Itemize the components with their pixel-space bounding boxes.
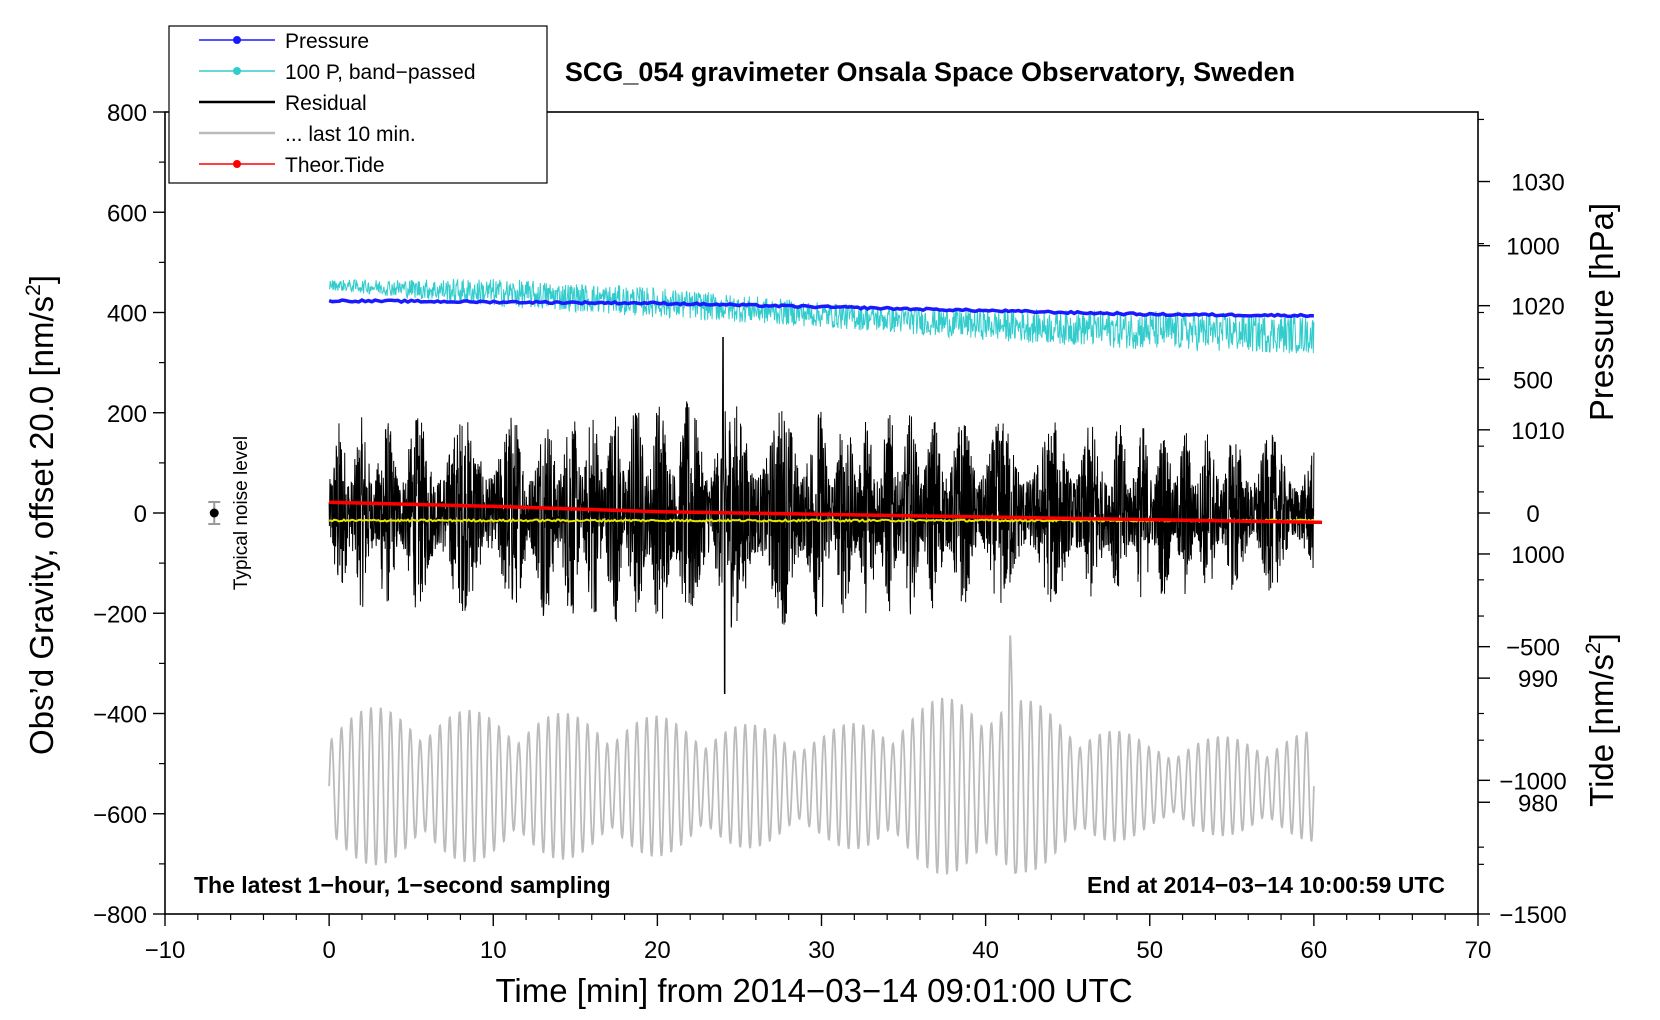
annotation-latest-hour: The latest 1−hour, 1−second sampling xyxy=(194,872,611,898)
pressure-tick-label-990: 990 xyxy=(1518,666,1558,693)
y-tick-label-0: 0 xyxy=(134,501,147,528)
y-tick-label--400: −400 xyxy=(93,702,147,729)
y-axis-title-pressure: Pressure [hPa] xyxy=(1583,203,1620,421)
y-axis-title-tide-bracket: ] xyxy=(1583,633,1620,642)
noise-marker-point xyxy=(209,508,219,518)
y-axis-title-left: Obs’d Gravity, offset 20.0 [nm/s2] xyxy=(22,275,60,755)
tide-tick-label-0: 0 xyxy=(1526,501,1539,528)
legend-marker-pressure xyxy=(233,36,241,44)
y-tick-label-800: 800 xyxy=(107,100,147,127)
x-tick-label-0: 0 xyxy=(322,937,335,964)
y-axis-title-tide: Tide [nm/s2] xyxy=(1582,633,1620,807)
pressure-tick-label-1010: 1010 xyxy=(1511,418,1564,445)
x-tick-label-20: 20 xyxy=(644,937,671,964)
pressure-tick-label-1020: 1020 xyxy=(1511,294,1564,321)
tide-tick-label--500: −500 xyxy=(1506,635,1560,662)
y-tick-label-200: 200 xyxy=(107,401,147,428)
series-last-10-min xyxy=(328,635,1315,875)
pressure-tick-label-1000: 1000 xyxy=(1511,542,1564,569)
x-tick-label-70: 70 xyxy=(1465,937,1492,964)
x-tick-label-30: 30 xyxy=(808,937,835,964)
x-tick-label-60: 60 xyxy=(1301,937,1328,964)
y-tick-label-400: 400 xyxy=(107,301,147,328)
legend-marker-bandpassed xyxy=(233,67,241,75)
x-tick-label--10: −10 xyxy=(145,937,186,964)
legend-label-residual: Residual xyxy=(285,92,367,115)
legend-label-tide: Theor.Tide xyxy=(285,154,385,177)
x-tick-label-10: 10 xyxy=(480,937,507,964)
x-tick-label-40: 40 xyxy=(972,937,999,964)
tide-tick-label-500: 500 xyxy=(1513,367,1553,394)
pressure-tick-label-980: 980 xyxy=(1518,790,1558,817)
y-tick-label--600: −600 xyxy=(93,802,147,829)
legend-label-last10: ... last 10 min. xyxy=(285,123,416,146)
x-tick-label-50: 50 xyxy=(1136,937,1163,964)
legend: Pressure 100 P, band−passed Residual ...… xyxy=(168,25,548,184)
y-tick-label--800: −800 xyxy=(93,902,147,929)
y-tick-label-600: 600 xyxy=(107,200,147,227)
y-axis-title-tide-text: Tide [nm/s xyxy=(1583,654,1620,807)
y-axis-title-left-superscript: 2 xyxy=(22,284,45,296)
tide-tick-label--1000: −1000 xyxy=(1499,768,1566,795)
series-theoretical-tide xyxy=(329,500,1323,525)
series-pressure xyxy=(328,298,1314,319)
axes-layer: −10 0 10 20 30 40 50 60 708006004002000−200−400−… xyxy=(93,100,1567,964)
series-band-passed-pressure xyxy=(328,278,1315,354)
y-axis-title-left-text: Obs’d Gravity, offset 20.0 [nm/s xyxy=(23,296,60,755)
series-layer xyxy=(328,278,1323,875)
pressure-tick-label-1030: 1030 xyxy=(1511,170,1564,197)
y-tick-label--200: −200 xyxy=(93,601,147,628)
annotation-end-time: End at 2014−03−14 10:00:59 UTC xyxy=(1087,872,1445,898)
legend-box xyxy=(168,25,548,184)
tide-tick-label-1000: 1000 xyxy=(1506,234,1559,261)
legend-label-pressure: Pressure xyxy=(285,30,369,53)
y-axis-title-tide-superscript: 2 xyxy=(1582,642,1605,654)
legend-label-bandpassed: 100 P, band−passed xyxy=(285,61,476,84)
legend-marker-tide xyxy=(233,160,241,168)
noise-level-indicator: Typical noise level xyxy=(208,436,252,590)
tide-tick-label--1500: −1500 xyxy=(1499,902,1566,929)
x-axis-title: Time [min] from 2014−03−14 09:01:00 UTC xyxy=(495,972,1132,1009)
noise-level-label: Typical noise level xyxy=(231,436,252,590)
chart-title: SCG_054 gravimeter Onsala Space Observat… xyxy=(565,57,1295,87)
series-residual xyxy=(328,337,1315,694)
y-axis-title-left-bracket: ] xyxy=(23,275,60,284)
